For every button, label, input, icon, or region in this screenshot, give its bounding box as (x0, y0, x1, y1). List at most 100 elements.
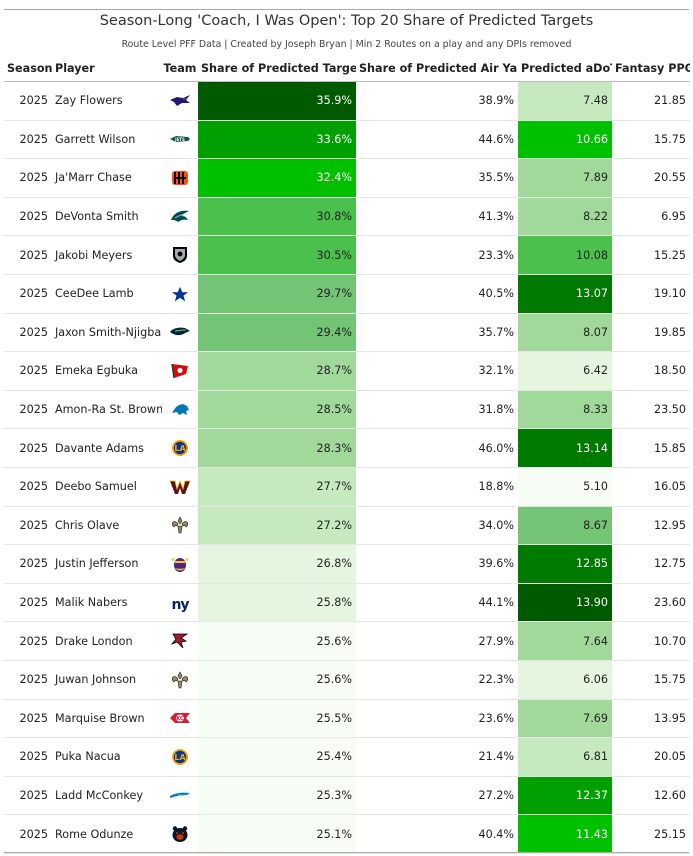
header-row: Season Player Team Share of Predicted Ta… (4, 56, 690, 82)
share-predicted-targets-cell: 30.8% (198, 197, 356, 237)
share-predicted-targets-cell: 25.8% (198, 583, 356, 623)
fantasy-ppg-cell: 20.05 (612, 737, 690, 777)
player-name-cell: Justin Jefferson (52, 544, 162, 584)
team-cell (162, 776, 198, 816)
share-predicted-air-yards-cell: 38.9% (356, 81, 518, 121)
predicted-adot-cell: 8.07 (518, 313, 612, 353)
share-predicted-air-yards-cell: 27.2% (356, 776, 518, 816)
table-row: 2025 Puka Nacua LA 25.4% 21.4% 6.81 20.05 (4, 737, 690, 777)
predicted-adot-cell: 13.07 (518, 274, 612, 314)
giants-logo-icon: ny (169, 596, 191, 612)
table-row: 2025 Jakobi Meyers 30.5% 23.3% 10.08 15.25 (4, 235, 690, 275)
share-predicted-air-yards-cell: 40.5% (356, 274, 518, 314)
season-cell: 2025 (4, 81, 52, 121)
table-row: 2025 Marquise Brown KC 25.5% 23.6% 7.69 13.95 (4, 699, 690, 739)
table-body: 2025 Zay Flowers 35.9% 38.9% 7.48 21.85 2025 Ga… (4, 81, 690, 854)
team-cell (162, 506, 198, 546)
player-name-cell: Zay Flowers (52, 81, 162, 121)
column-header-share-predicted-air-yards[interactable]: Share of Predicted Air Yards (356, 56, 518, 82)
chargers-logo-icon (169, 788, 191, 801)
season-cell: 2025 (4, 544, 52, 584)
season-cell: 2025 (4, 235, 52, 275)
rams-logo-icon: LA (169, 748, 191, 765)
team-cell (162, 274, 198, 314)
share-predicted-targets-cell: 28.7% (198, 351, 356, 391)
predicted-adot-cell: 13.90 (518, 583, 612, 623)
svg-text:LA: LA (174, 444, 186, 453)
season-cell: 2025 (4, 737, 52, 777)
player-name-cell: Garrett Wilson (52, 120, 162, 160)
team-cell (162, 621, 198, 661)
table-row: 2025 Jaxon Smith-Njigba 29.4% 35.7% 8.07 19.8… (4, 313, 690, 353)
season-cell: 2025 (4, 583, 52, 623)
table-row: 2025 Garrett Wilson JETS 33.6% 44.6% 10.66 15.… (4, 120, 690, 160)
predicted-adot-cell: 8.22 (518, 197, 612, 237)
fantasy-ppg-cell: 6.95 (612, 197, 690, 237)
fantasy-ppg-cell: 25.15 (612, 814, 690, 854)
team-cell (162, 158, 198, 198)
svg-text:LA: LA (174, 753, 186, 762)
fantasy-ppg-cell: 15.85 (612, 428, 690, 468)
fantasy-ppg-cell: 19.85 (612, 313, 690, 353)
share-predicted-air-yards-cell: 44.1% (356, 583, 518, 623)
share-predicted-air-yards-cell: 22.3% (356, 660, 518, 700)
player-name-cell: Chris Olave (52, 506, 162, 546)
table-row: 2025 Juwan Johnson 25.6% 22.3% 6.06 15.75 (4, 660, 690, 700)
fantasy-ppg-cell: 13.95 (612, 699, 690, 739)
share-predicted-air-yards-cell: 34.0% (356, 506, 518, 546)
cowboys-logo-icon (169, 284, 191, 303)
column-header-team[interactable]: Team (162, 56, 198, 82)
predicted-adot-cell: 6.42 (518, 351, 612, 391)
chart-title: Season-Long 'Coach, I Was Open': Top 20 … (99, 13, 594, 29)
predicted-adot-cell: 5.10 (518, 467, 612, 507)
team-cell (162, 81, 198, 121)
table-row: 2025 Zay Flowers 35.9% 38.9% 7.48 21.85 (4, 81, 690, 121)
player-name-cell: Ladd McConkey (52, 776, 162, 816)
player-name-cell: Rome Odunze (52, 814, 162, 854)
buccaneers-logo-icon (169, 363, 191, 379)
predicted-adot-cell: 12.37 (518, 776, 612, 816)
fantasy-ppg-cell: 12.75 (612, 544, 690, 584)
fantasy-ppg-cell: 16.05 (612, 467, 690, 507)
lions-logo-icon (169, 403, 191, 416)
column-header-season[interactable]: Season (4, 56, 52, 82)
column-header-player[interactable]: Player (52, 56, 162, 82)
team-cell (162, 351, 198, 391)
share-predicted-targets-cell: 25.6% (198, 621, 356, 661)
column-header-fantasy-ppg[interactable]: Fantasy PPG (612, 56, 690, 82)
table-row: 2025 Ladd McConkey 25.3% 27.2% 12.37 12.60 (4, 776, 690, 816)
share-predicted-air-yards-cell: 18.8% (356, 467, 518, 507)
team-cell: LA (162, 428, 198, 468)
svg-text:KC: KC (176, 716, 184, 722)
table-row: 2025 Emeka Egbuka 28.7% 32.1% 6.42 18.50 (4, 351, 690, 391)
share-predicted-targets-cell: 30.5% (198, 235, 356, 275)
seahawks-logo-icon (169, 325, 191, 338)
share-predicted-air-yards-cell: 46.0% (356, 428, 518, 468)
player-name-cell: Drake London (52, 621, 162, 661)
season-cell: 2025 (4, 467, 52, 507)
fantasy-ppg-cell: 18.50 (612, 351, 690, 391)
share-predicted-targets-cell: 27.2% (198, 506, 356, 546)
bottom-rule (4, 852, 689, 853)
share-predicted-targets-cell: 33.6% (198, 120, 356, 160)
share-predicted-air-yards-cell: 44.6% (356, 120, 518, 160)
share-predicted-air-yards-cell: 32.1% (356, 351, 518, 391)
team-cell (162, 544, 198, 584)
season-cell: 2025 (4, 274, 52, 314)
season-cell: 2025 (4, 197, 52, 237)
column-header-predicted-adot[interactable]: Predicted aDoT (518, 56, 612, 82)
table-row: 2025 Davante Adams LA 28.3% 46.0% 13.14 15.85 (4, 428, 690, 468)
predicted-adot-cell: 6.81 (518, 737, 612, 777)
column-header-share-predicted-targets[interactable]: Share of Predicted Targets (198, 56, 356, 82)
bears-logo-icon (169, 826, 191, 843)
season-cell: 2025 (4, 814, 52, 854)
fantasy-ppg-cell: 20.55 (612, 158, 690, 198)
chart-subtitle: Route Level PFF Data | Created by Joseph… (121, 39, 572, 50)
share-predicted-targets-cell: 27.7% (198, 467, 356, 507)
predicted-adot-cell: 10.08 (518, 235, 612, 275)
rams-logo-icon: LA (169, 440, 191, 457)
player-name-cell: CeeDee Lamb (52, 274, 162, 314)
commanders-logo-icon (169, 479, 191, 494)
player-name-cell: Ja'Marr Chase (52, 158, 162, 198)
